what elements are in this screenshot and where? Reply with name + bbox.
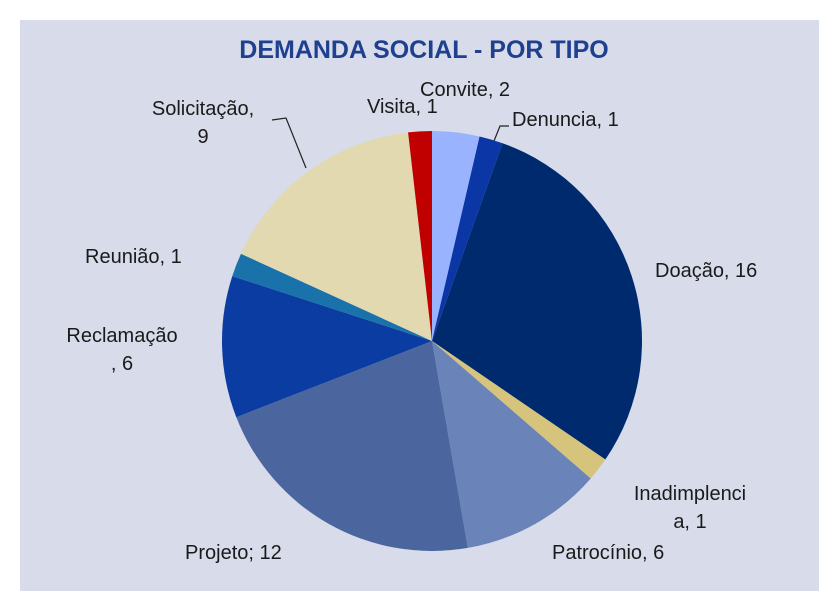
pie-slice: Patrocínio [432,341,591,548]
data-label: Doação, 16 [655,260,757,282]
pie-slice: Projeto [236,341,468,552]
data-label: Convite, 2 [420,79,510,101]
data-label: Inadimplenci a, 1 [634,483,746,533]
pie-slice: Visita [408,131,432,341]
data-label: Projeto; 12 [185,542,282,564]
pie-slice: Solicitação [240,132,432,341]
data-label: Denuncia, 1 [512,109,619,131]
pie-slice: Doação [432,143,642,460]
data-label: Patrocínio, 6 [552,542,664,564]
pie-slice: Denuncia [432,136,503,341]
leader-line [271,117,307,169]
data-label: Solicitação, 9 [152,98,254,148]
data-label: Visita, 1 [367,96,438,118]
pie-slice: Convite [432,131,480,341]
data-label: Reclamação, 6 [66,325,177,375]
pie-slice: Reclamação [221,276,432,418]
data-label: Reunião, 1 [85,246,182,268]
leader-line [493,125,509,142]
chart-title: DEMANDA SOCIAL - POR TIPO [239,36,608,64]
pie-slice: Reunião [232,253,432,341]
